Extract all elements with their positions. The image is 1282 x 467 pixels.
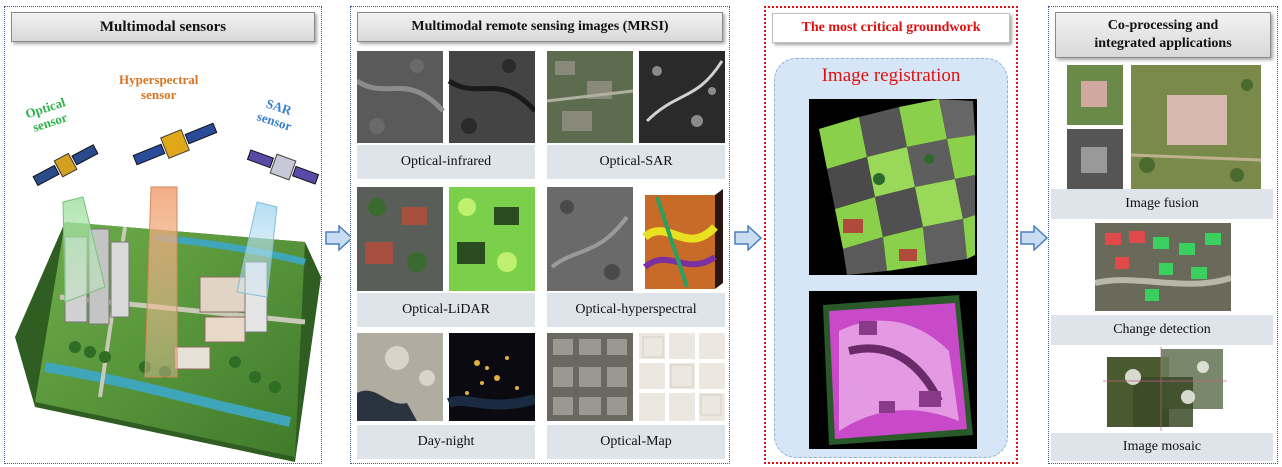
image-thumbnail bbox=[547, 333, 725, 421]
application-label: Image fusion bbox=[1051, 189, 1273, 219]
satellite-icon bbox=[132, 122, 218, 166]
image-pair-label: Optical-SAR bbox=[547, 145, 725, 179]
image-thumbnail bbox=[1103, 347, 1227, 431]
image-registration-frame: Image registration bbox=[774, 58, 1008, 458]
image-registration-title: Image registration bbox=[821, 65, 961, 86]
image-pair-label: Optical-hyperspectral bbox=[547, 293, 725, 327]
overlay-registration-image bbox=[809, 291, 977, 449]
application-label: Change detection bbox=[1051, 315, 1273, 345]
panel-title: Multimodal sensors bbox=[11, 12, 315, 42]
image-pair-label: Optical-LiDAR bbox=[357, 293, 535, 327]
image-pair-label: Day-night bbox=[357, 425, 535, 459]
image-thumbnail bbox=[357, 51, 535, 143]
application-label: Image mosaic bbox=[1051, 433, 1273, 461]
image-pair-optical-sar bbox=[547, 51, 725, 143]
image-pair-optical-map bbox=[547, 333, 725, 421]
image-thumbnail bbox=[1095, 223, 1231, 311]
panel-title: The most critical groundwork bbox=[772, 13, 1010, 43]
image-fusion-thumbnail bbox=[1067, 65, 1263, 195]
city-scene-icon bbox=[15, 186, 321, 462]
panel-mrsi: Multimodal remote sensing images (MRSI) … bbox=[350, 6, 730, 464]
checkerboard-registration-image bbox=[809, 99, 977, 275]
arrow-right-icon bbox=[325, 225, 353, 251]
image-mosaic-thumbnail bbox=[1103, 347, 1227, 431]
image-pair-optical-hyperspectral bbox=[547, 187, 725, 291]
satellite-icon bbox=[32, 144, 99, 187]
image-pair-label: Optical-infrared bbox=[357, 145, 535, 179]
panel-title-line: integrated applications bbox=[1094, 36, 1232, 51]
panel-title: Co-processing and integrated application… bbox=[1055, 12, 1271, 58]
panel-title: Multimodal remote sensing images (MRSI) bbox=[357, 12, 723, 42]
arrow-right-icon bbox=[734, 225, 762, 251]
image-thumbnail bbox=[1067, 65, 1262, 195]
image-thumbnail bbox=[547, 187, 723, 291]
satellite-icon bbox=[246, 149, 320, 185]
image-pair-day-night bbox=[357, 333, 535, 421]
image-pair-optical-lidar bbox=[357, 187, 535, 291]
image-thumbnail bbox=[357, 187, 535, 291]
panel-applications: Co-processing and integrated application… bbox=[1048, 6, 1278, 464]
panel-multimodal-sensors: Multimodal sensors bbox=[4, 6, 322, 464]
change-detection-thumbnail bbox=[1095, 223, 1231, 311]
panel-title-line: Co-processing and bbox=[1107, 18, 1219, 33]
image-pair-label: Optical-Map bbox=[547, 425, 725, 459]
hyperspectral-sensor-label: Hyperspectral sensor bbox=[119, 72, 199, 102]
image-thumbnail bbox=[547, 51, 725, 143]
image-thumbnail bbox=[357, 333, 535, 421]
arrow-right-icon bbox=[1020, 225, 1048, 251]
panel-critical-groundwork: The most critical groundwork Image regis… bbox=[764, 6, 1018, 464]
image-pair-optical-infrared bbox=[357, 51, 535, 143]
